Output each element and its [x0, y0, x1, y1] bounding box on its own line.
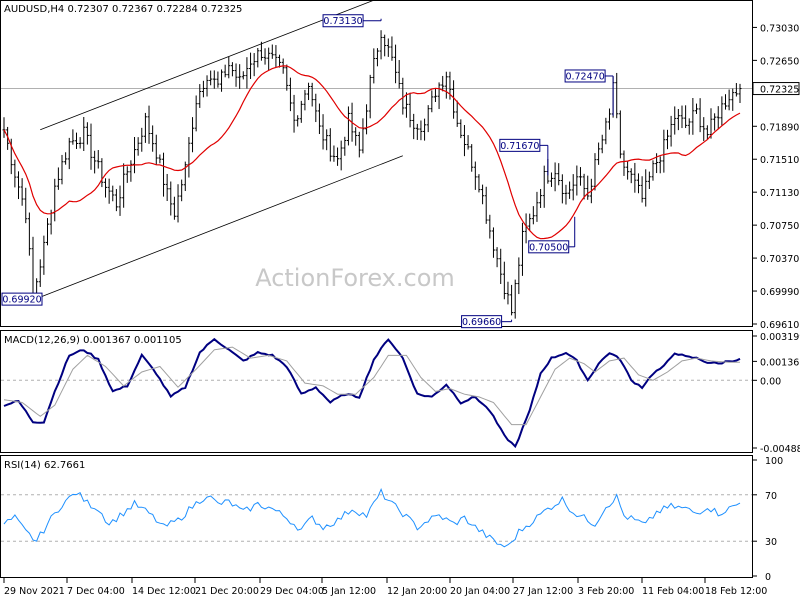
x-tick-label: 14 Dec 12:00	[132, 586, 196, 597]
moving-average-line	[3, 65, 741, 240]
price-tick-label: 0.70750	[760, 221, 799, 232]
price-tick-label: 0.73030	[760, 23, 799, 34]
price-tick-label: 0.69610	[760, 320, 799, 331]
macd-tick-label: 0.001367	[760, 357, 800, 368]
annotation-box	[322, 14, 364, 28]
macd-macd-line	[3, 337, 741, 449]
annotation-box	[528, 240, 570, 254]
x-tick-label: 7 Dec 04:00	[67, 586, 125, 597]
rsi-tick-label: 70	[765, 491, 777, 502]
price-tick-label: 0.69990	[760, 287, 799, 298]
annotation-box	[499, 138, 541, 152]
annotation-label: 0.72470	[565, 71, 604, 82]
x-tick-label: 18 Feb 12:00	[705, 586, 767, 597]
rsi-tick-label: 0	[765, 572, 771, 583]
last-price-box	[752, 82, 800, 96]
watermark: ActionForex.com	[255, 264, 455, 292]
macd-signal-line	[3, 346, 740, 426]
rsi-chart: 100 70 30 0	[1, 456, 783, 583]
rsi-panel-frame	[0, 455, 753, 578]
price-title: AUDUSD,H4 0.72307 0.72367 0.72284 0.7232…	[4, 4, 242, 15]
x-tick-label: 27 Jan 12:00	[513, 586, 573, 597]
macd-tick-label: 0.00	[760, 376, 781, 387]
x-tick-label: 29 Nov 2021	[4, 586, 65, 597]
x-tick-label: 21 Dec 20:00	[195, 586, 259, 597]
x-axis: 29 Nov 2021 7 Dec 04:00 14 Dec 12:00 21 Dec…	[3, 578, 767, 597]
annotation-box	[1, 292, 43, 306]
price-tick-label: 0.71510	[760, 155, 799, 166]
macd-panel-frame	[0, 330, 753, 453]
rsi-tick-label: 100	[765, 456, 783, 467]
rsi-title: RSI(14) 62.7661	[4, 460, 85, 471]
price-chart: 0.73030 0.72650 0.72325 0.71890 0.71510 0.711…	[1, 0, 800, 331]
macd-chart: 0.003199 0.001367 0.00 -0.004887	[1, 332, 800, 455]
rsi-tick-label: 30	[765, 537, 777, 548]
price-tick-label: 0.71890	[760, 122, 799, 133]
annotation-label: 0.69920	[2, 295, 41, 306]
annotation-label: 0.70500	[529, 242, 568, 253]
last-price-label: 0.72325	[760, 85, 799, 96]
x-tick-label: 3 Feb 20:00	[578, 586, 634, 597]
price-tick-label: 0.72650	[760, 56, 799, 67]
channel-upper-line	[40, 0, 376, 131]
annotation-label: 0.69660	[462, 317, 501, 328]
annotation-label: 0.71670	[500, 141, 539, 152]
macd-tick-label: 0.003199	[760, 332, 800, 343]
x-tick-label: 5 Jan 12:00	[322, 586, 376, 597]
macd-title: MACD(12,26,9) 0.001367 0.001105	[4, 335, 182, 346]
annotation-label: 0.73130	[323, 16, 362, 27]
x-tick-label: 11 Feb 04:00	[642, 586, 704, 597]
annotation-box	[461, 315, 503, 329]
price-tick-label: 0.71130	[760, 188, 799, 199]
x-tick-label: 20 Jan 04:00	[450, 586, 510, 597]
channel-lower-line	[40, 155, 403, 298]
rsi-line	[3, 487, 741, 548]
x-tick-label: 12 Jan 20:00	[387, 586, 447, 597]
annotation-box	[564, 69, 606, 83]
macd-tick-label: -0.004887	[760, 444, 800, 455]
price-tick-label: 0.70370	[760, 254, 799, 265]
x-tick-label: 29 Dec 04:00	[260, 586, 324, 597]
